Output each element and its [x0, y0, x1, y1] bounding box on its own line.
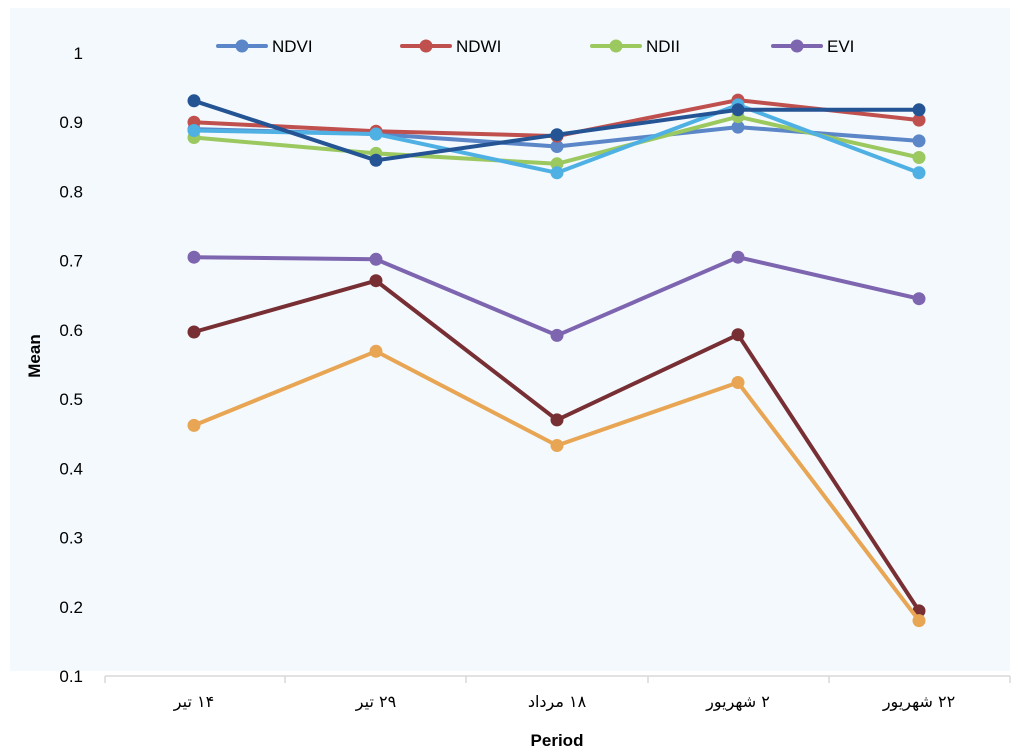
- data-point: [187, 124, 201, 137]
- data-point: [550, 413, 564, 427]
- data-point: [550, 157, 564, 171]
- legend-label: NDVI: [272, 37, 313, 56]
- y-tick-label: 0.8: [59, 182, 83, 201]
- y-tick-label: 0.6: [59, 321, 83, 340]
- data-point: [912, 292, 926, 306]
- data-point: [912, 614, 926, 628]
- legend-item: EVI: [771, 37, 854, 56]
- data-point: [369, 252, 383, 266]
- data-point: [912, 134, 926, 148]
- data-point: [187, 418, 201, 432]
- legend-label: NDII: [646, 37, 680, 56]
- legend-label: NDWI: [456, 37, 501, 56]
- x-tick-label: ۱۸ مرداد: [528, 692, 587, 712]
- series-layer: [187, 93, 926, 628]
- legend-item: NDVI: [216, 37, 313, 56]
- y-tick-label: 0.3: [59, 529, 83, 548]
- data-point: [187, 325, 201, 339]
- data-point: [550, 439, 564, 452]
- y-tick-label: 0.2: [59, 598, 83, 617]
- data-point: [731, 376, 745, 389]
- data-point: [550, 328, 564, 342]
- data-point: [369, 153, 383, 167]
- data-point: [731, 250, 745, 264]
- y-axis-ticks: 0.1 0.2 0.3 0.4 0.5 0.6 0.7 0.8 0.9 1: [59, 44, 83, 686]
- x-axis-title: Period: [531, 731, 584, 748]
- x-tick-label: ۲ شهریور: [705, 692, 770, 712]
- y-tick-label: 1: [74, 44, 83, 63]
- data-point: [369, 274, 383, 288]
- data-point: [369, 127, 383, 141]
- legend: NDVI NDWI NDII EVI: [216, 37, 854, 56]
- data-point: [912, 113, 926, 127]
- data-point: [187, 94, 201, 108]
- x-tick-label: ۱۴ تیر: [173, 692, 214, 712]
- data-point: [912, 166, 926, 180]
- y-tick-label: 0.5: [59, 390, 83, 409]
- data-point: [550, 128, 564, 142]
- data-point: [550, 140, 564, 153]
- legend-marker: [790, 39, 804, 53]
- y-axis-title: Mean: [25, 334, 44, 377]
- legend-item: NDII: [590, 37, 680, 56]
- legend-label: EVI: [827, 37, 854, 56]
- x-tick-label: ۲۲ شهریور: [882, 692, 955, 712]
- y-tick-label: 0.4: [59, 459, 83, 478]
- data-point: [550, 166, 564, 180]
- y-tick-label: 0.9: [59, 113, 83, 132]
- y-tick-label: 0.1: [59, 667, 83, 686]
- legend-marker: [419, 39, 433, 53]
- data-point: [369, 344, 383, 358]
- legend-item: NDWI: [400, 37, 501, 56]
- data-point: [912, 151, 926, 164]
- data-point: [731, 103, 745, 117]
- y-tick-label: 0.7: [59, 252, 83, 271]
- data-point: [731, 328, 745, 342]
- x-axis-ticks: ۱۴ تیر ۲۹ تیر ۱۸ مرداد ۲ شهریور ۲۲ شهریور: [104, 676, 1011, 712]
- plot-background: [10, 8, 1010, 671]
- legend-marker: [235, 39, 249, 53]
- data-point: [731, 120, 745, 134]
- legend-marker: [609, 39, 623, 53]
- data-point: [187, 250, 201, 264]
- data-point: [912, 103, 926, 117]
- x-tick-label: ۲۹ تیر: [355, 692, 396, 712]
